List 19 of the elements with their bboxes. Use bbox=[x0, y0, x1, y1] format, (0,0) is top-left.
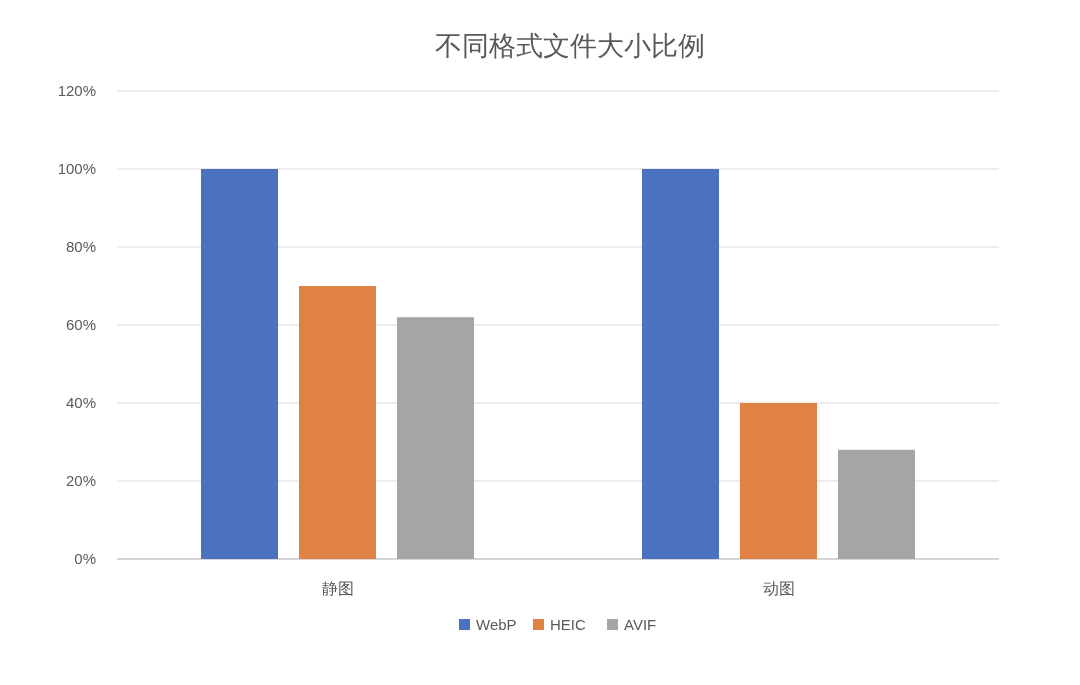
legend-label: WebP bbox=[476, 616, 517, 633]
bar bbox=[201, 169, 278, 559]
legend-label: AVIF bbox=[624, 616, 657, 633]
bar bbox=[397, 317, 474, 559]
bar bbox=[299, 286, 376, 559]
chart-title: 不同格式文件大小比例 bbox=[435, 31, 705, 61]
y-tick-label: 40% bbox=[65, 394, 96, 411]
x-tick-label: 动图 bbox=[762, 580, 795, 597]
y-tick-label: 20% bbox=[65, 472, 96, 489]
x-tick-label: 静图 bbox=[321, 580, 354, 597]
bar bbox=[838, 449, 915, 559]
bar bbox=[642, 169, 719, 559]
y-tick-label: 100% bbox=[57, 160, 96, 177]
legend-label: HEIC bbox=[550, 616, 586, 633]
y-tick-label: 120% bbox=[57, 82, 96, 99]
y-tick-label: 60% bbox=[65, 316, 96, 333]
bar bbox=[740, 403, 817, 559]
y-tick-label: 80% bbox=[65, 238, 96, 255]
y-tick-label: 0% bbox=[74, 550, 96, 567]
